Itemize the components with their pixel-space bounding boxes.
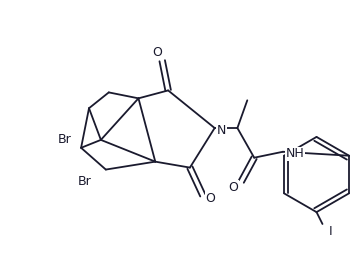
Text: N: N xyxy=(217,125,226,138)
Text: NH: NH xyxy=(285,147,304,160)
Text: Br: Br xyxy=(78,175,92,188)
Text: O: O xyxy=(228,181,238,194)
Text: O: O xyxy=(152,46,162,59)
Text: I: I xyxy=(329,225,332,238)
Text: Br: Br xyxy=(57,133,71,146)
Text: O: O xyxy=(206,192,216,205)
